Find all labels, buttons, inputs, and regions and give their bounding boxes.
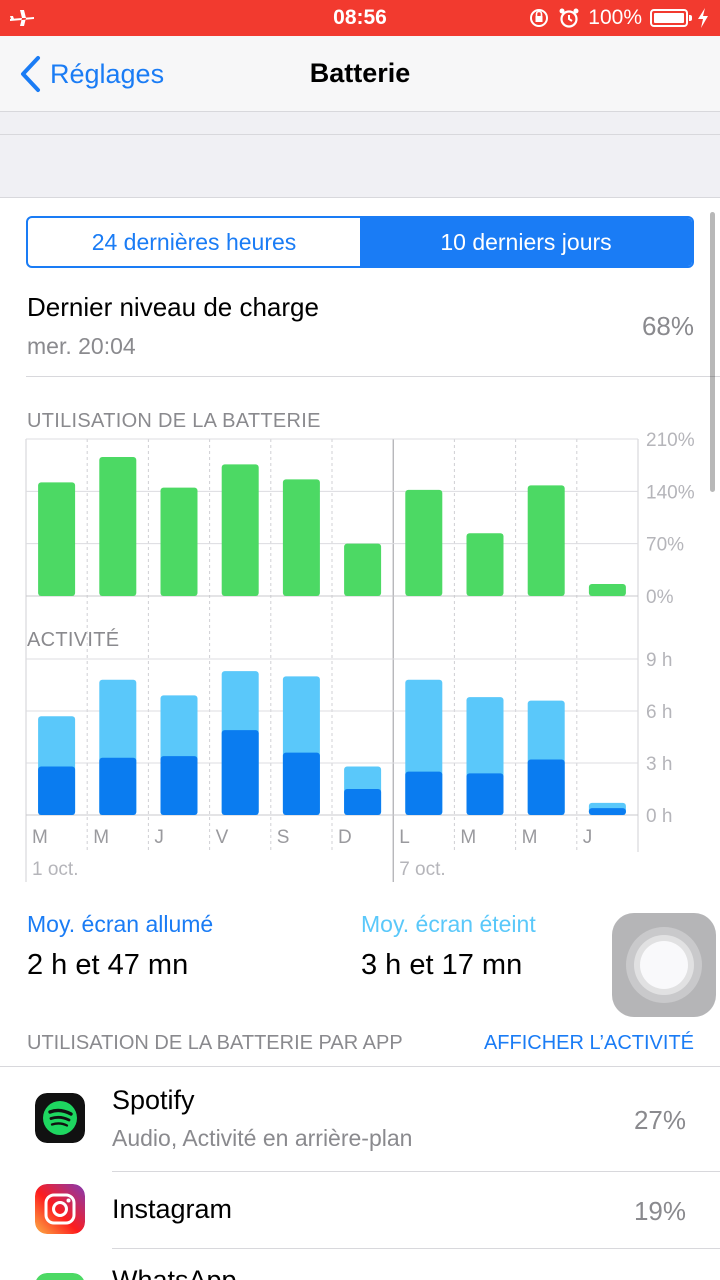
day-label: D <box>338 827 352 848</box>
usage-bar <box>282 479 320 596</box>
last-charge-time: mer. 20:04 <box>27 333 136 359</box>
activity-bar-screen-off <box>344 766 382 815</box>
day-label: J <box>154 827 164 848</box>
activity-bar-screen-on <box>405 771 443 815</box>
avg-screen-off-label: Moy. écran éteint <box>361 911 536 937</box>
clock: 08:56 <box>333 6 387 29</box>
show-activity-button[interactable]: AFFICHER L’ACTIVITÉ <box>483 1032 694 1054</box>
usage-bar <box>527 485 565 596</box>
activity-bar-screen-off <box>405 679 443 815</box>
app-row-spotify[interactable]: Spotify Audio, Activité en arrière-plan … <box>0 1067 720 1171</box>
app-row-instagram[interactable]: Instagram 19% <box>0 1172 720 1248</box>
activity-bar-screen-on <box>38 766 76 815</box>
app-usage-title: UTILISATION DE LA BATTERIE PAR APP <box>27 1032 403 1054</box>
app-name: Spotify <box>112 1085 195 1115</box>
activity-bar-screen-on <box>282 752 320 815</box>
section-gap <box>0 112 720 198</box>
usage-chart-label: UTILISATION DE LA BATTERIE <box>27 410 321 432</box>
rotation-lock-icon <box>530 9 549 27</box>
activity-y-tick: 3 h <box>646 754 672 775</box>
divider <box>0 1066 720 1067</box>
activity-y-tick: 9 h <box>646 650 672 671</box>
activity-bar-screen-on <box>344 789 382 815</box>
activity-bar-screen-on <box>221 730 259 815</box>
activity-bar-screen-on <box>160 756 198 815</box>
day-label: M <box>460 827 476 848</box>
day-label: M <box>522 827 538 848</box>
navigation-bar: Réglages Batterie <box>0 36 720 112</box>
avg-screen-on-label: Moy. écran allumé <box>27 911 214 937</box>
date-label: 7 oct. <box>399 859 445 880</box>
app-usage-header: UTILISATION DE LA BATTERIE PAR APP AFFIC… <box>0 1028 720 1066</box>
divider <box>26 376 720 377</box>
battery-percentage: 100% <box>588 6 642 29</box>
activity-bar-screen-off <box>38 716 76 815</box>
app-percent: 27% <box>633 1105 686 1135</box>
instagram-icon <box>35 1184 85 1234</box>
spotify-icon <box>35 1093 85 1143</box>
assistive-touch-button[interactable] <box>612 913 716 1017</box>
period-segmented-control: 24 dernières heures 10 derniers jours <box>26 216 694 268</box>
activity-bar-screen-off <box>221 671 259 815</box>
back-button[interactable]: Réglages <box>18 54 164 94</box>
app-percent: 19% <box>633 1196 686 1226</box>
date-label: 1 oct. <box>32 859 78 880</box>
usage-y-tick: 0% <box>646 587 674 608</box>
battery-icon <box>650 9 692 27</box>
whatsapp-icon <box>36 1273 84 1280</box>
activity-bar-screen-on <box>466 773 504 815</box>
day-label: M <box>93 827 109 848</box>
airplane-icon <box>10 10 34 26</box>
alarm-icon <box>559 8 579 28</box>
activity-bar-screen-on <box>588 808 626 815</box>
day-label: L <box>399 827 410 848</box>
usage-bar <box>344 543 382 596</box>
usage-bar <box>221 464 259 596</box>
last-charge-title: Dernier niveau de charge <box>27 292 319 322</box>
scroll-indicator <box>710 212 715 492</box>
page-title: Batterie <box>309 58 411 88</box>
activity-chart-label: ACTIVITÉ <box>27 629 120 651</box>
day-label: M <box>32 827 48 848</box>
divider <box>112 1248 720 1249</box>
avg-screen-on-value: 2 h et 47 mn <box>27 949 189 981</box>
app-name: Instagram <box>112 1194 233 1224</box>
segment-10-days[interactable]: 10 derniers jours <box>360 218 692 266</box>
usage-y-tick: 210% <box>646 430 695 451</box>
day-label: S <box>277 827 290 848</box>
app-name: WhatsApp <box>112 1265 237 1280</box>
usage-bar <box>405 489 443 596</box>
usage-y-tick: 140% <box>646 482 695 503</box>
activity-y-tick: 6 h <box>646 702 672 723</box>
back-label: Réglages <box>50 58 165 89</box>
app-detail: Audio, Activité en arrière-plan <box>112 1125 413 1151</box>
last-charge-level: 68% <box>641 311 694 341</box>
day-label: V <box>216 827 229 848</box>
charging-bolt-icon <box>698 8 708 28</box>
usage-bar <box>466 533 504 596</box>
activity-bar-screen-off <box>282 676 320 815</box>
activity-bar-screen-off <box>160 695 198 815</box>
usage-bar <box>160 487 198 596</box>
activity-bar-screen-off <box>466 697 504 815</box>
usage-bar <box>99 456 137 596</box>
app-row-whatsapp[interactable]: WhatsApp <box>0 1249 720 1280</box>
usage-bar <box>588 584 626 596</box>
activity-y-tick: 0 h <box>646 806 672 827</box>
activity-bar-screen-off <box>527 700 565 815</box>
usage-bar <box>38 482 76 596</box>
divider <box>112 1171 720 1172</box>
segment-24-hours[interactable]: 24 dernières heures <box>91 228 297 255</box>
activity-bar-screen-on <box>99 757 137 815</box>
day-label: J <box>583 827 593 848</box>
avg-screen-off-value: 3 h et 17 mn <box>361 949 523 981</box>
activity-bar-screen-off <box>588 802 626 815</box>
chevron-left-icon <box>21 56 40 92</box>
usage-y-tick: 70% <box>646 535 684 556</box>
activity-bar-screen-on <box>527 759 565 815</box>
status-bar: 08:56 100% <box>0 0 720 36</box>
activity-bar-screen-off <box>99 679 137 815</box>
